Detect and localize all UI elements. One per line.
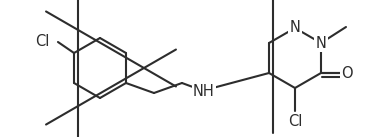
Text: NH: NH bbox=[193, 83, 215, 99]
Text: N: N bbox=[290, 21, 300, 35]
Text: Cl: Cl bbox=[36, 35, 50, 49]
Text: O: O bbox=[341, 65, 353, 81]
Text: Cl: Cl bbox=[288, 114, 302, 129]
Text: N: N bbox=[315, 35, 326, 51]
